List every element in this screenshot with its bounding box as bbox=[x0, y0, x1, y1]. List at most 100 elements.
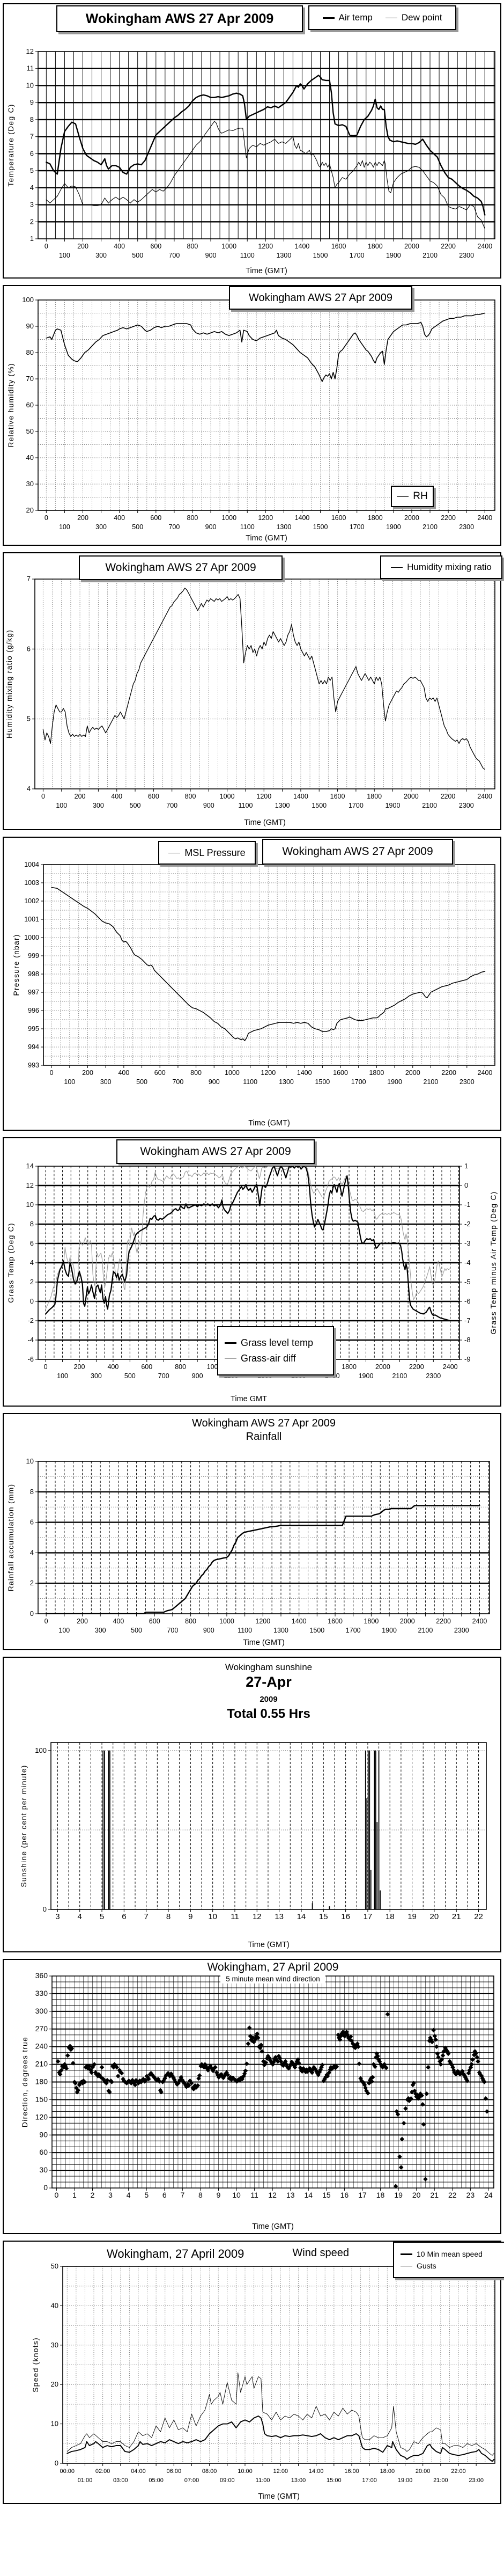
svg-text:06:00: 06:00 bbox=[167, 2468, 182, 2475]
svg-text:360: 360 bbox=[35, 1971, 48, 1980]
svg-text:0: 0 bbox=[43, 2183, 48, 2192]
svg-text:14:00: 14:00 bbox=[309, 2468, 324, 2475]
svg-text:300: 300 bbox=[95, 252, 107, 259]
svg-text:2: 2 bbox=[30, 1579, 34, 1587]
air-temp-legend: Air temp Dew point bbox=[308, 5, 456, 30]
svg-text:-4: -4 bbox=[27, 1336, 34, 1344]
svg-text:19: 19 bbox=[394, 2191, 403, 2199]
svg-text:3: 3 bbox=[108, 2191, 113, 2199]
svg-text:1800: 1800 bbox=[367, 793, 382, 800]
svg-text:40: 40 bbox=[51, 2301, 58, 2309]
svg-text:16: 16 bbox=[341, 1912, 350, 1921]
svg-text:2200: 2200 bbox=[441, 1069, 456, 1077]
wind-speed-legend: 10 Min mean speed Gusts bbox=[393, 2242, 504, 2278]
chart-title-2: Wind speed bbox=[287, 2247, 355, 2261]
svg-text:1400: 1400 bbox=[295, 243, 310, 250]
svg-text:1800: 1800 bbox=[368, 243, 383, 250]
svg-text:2400: 2400 bbox=[478, 1069, 493, 1077]
svg-text:10:00: 10:00 bbox=[238, 2468, 253, 2475]
svg-text:Humidity mixing ratio (g/kg): Humidity mixing ratio (g/kg) bbox=[5, 630, 13, 738]
svg-text:900: 900 bbox=[205, 252, 217, 259]
chart-title-box: Wokingham AWS 27 Apr 2009 bbox=[79, 555, 283, 580]
svg-text:1900: 1900 bbox=[386, 523, 401, 531]
svg-text:300: 300 bbox=[93, 802, 104, 809]
svg-text:10: 10 bbox=[26, 1201, 34, 1209]
svg-text:0: 0 bbox=[30, 1609, 34, 1618]
svg-text:2: 2 bbox=[30, 217, 34, 225]
svg-text:60: 60 bbox=[26, 401, 34, 409]
legend-item: MSL Pressure bbox=[168, 847, 246, 859]
svg-text:Time (GMT): Time (GMT) bbox=[248, 1119, 290, 1128]
svg-text:10: 10 bbox=[208, 1912, 217, 1921]
svg-text:1100: 1100 bbox=[239, 802, 253, 809]
svg-text:2200: 2200 bbox=[441, 514, 456, 522]
svg-text:2: 2 bbox=[91, 2191, 95, 2199]
svg-text:-7: -7 bbox=[464, 1316, 471, 1324]
svg-text:Temperature (Deg C): Temperature (Deg C) bbox=[6, 104, 15, 186]
svg-text:9: 9 bbox=[30, 98, 34, 106]
wind-speed-plot: 00:00 01:00 02:00 03:00 04:00 05:00 06:00 07:00… bbox=[4, 2242, 500, 2503]
svg-text:4: 4 bbox=[30, 1258, 34, 1267]
svg-text:15: 15 bbox=[322, 2191, 331, 2199]
svg-text:996: 996 bbox=[28, 1007, 39, 1014]
svg-text:18: 18 bbox=[376, 2191, 385, 2199]
svg-text:30: 30 bbox=[26, 480, 34, 488]
svg-text:Time (GMT): Time (GMT) bbox=[246, 534, 287, 543]
wind-speed-titles: Wokingham, 27 April 2009 Wind speed bbox=[63, 2247, 393, 2261]
svg-text:1400: 1400 bbox=[295, 514, 310, 522]
humidity-panel: 0 100 200 300 400 500 600 700 800 900 1000 1100 1200… bbox=[3, 285, 501, 546]
svg-text:14: 14 bbox=[305, 2191, 313, 2199]
svg-text:7: 7 bbox=[30, 133, 34, 141]
svg-text:1: 1 bbox=[30, 235, 34, 243]
chart-title: Wokingham AWS 27 Apr 2009 bbox=[249, 291, 392, 304]
svg-text:2200: 2200 bbox=[441, 793, 456, 800]
svg-text:500: 500 bbox=[130, 802, 141, 809]
svg-text:01:00: 01:00 bbox=[78, 2477, 93, 2484]
svg-text:2000: 2000 bbox=[404, 514, 419, 522]
rainfall-titles: Wokingham AWS 27 Apr 2009 Rainfall bbox=[38, 1417, 490, 1443]
svg-text:2200: 2200 bbox=[441, 243, 456, 250]
svg-text:70: 70 bbox=[26, 375, 34, 383]
svg-text:2400: 2400 bbox=[443, 1363, 458, 1371]
svg-text:17:00: 17:00 bbox=[362, 2477, 377, 2484]
svg-text:800: 800 bbox=[175, 1363, 186, 1371]
svg-text:2: 2 bbox=[30, 1278, 34, 1286]
svg-text:1500: 1500 bbox=[313, 523, 328, 531]
svg-text:03:00: 03:00 bbox=[113, 2477, 128, 2484]
svg-text:13:00: 13:00 bbox=[291, 2477, 306, 2484]
svg-text:1200: 1200 bbox=[256, 793, 271, 800]
humidity-plot: 0 100 200 300 400 500 600 700 800 900 1000 1100 1200… bbox=[4, 286, 500, 545]
svg-text:30: 30 bbox=[51, 2341, 58, 2349]
chart-title-box: Wokingham AWS 27 Apr 2009 bbox=[262, 839, 453, 865]
svg-text:Time (GMT): Time (GMT) bbox=[244, 818, 286, 827]
svg-text:12:00: 12:00 bbox=[273, 2468, 288, 2475]
svg-text:1700: 1700 bbox=[350, 252, 365, 259]
svg-text:1003: 1003 bbox=[24, 879, 39, 887]
mixing-ratio-legend: Humidity mixing ratio bbox=[380, 555, 502, 579]
svg-text:1100: 1100 bbox=[238, 1627, 252, 1634]
svg-text:100: 100 bbox=[56, 802, 67, 809]
svg-text:20: 20 bbox=[430, 1912, 439, 1921]
svg-text:07:00: 07:00 bbox=[184, 2477, 199, 2484]
svg-text:1000: 1000 bbox=[225, 1069, 240, 1077]
svg-text:11:00: 11:00 bbox=[256, 2477, 270, 2484]
svg-text:1400: 1400 bbox=[293, 793, 308, 800]
svg-text:-2: -2 bbox=[464, 1220, 471, 1228]
svg-text:1400: 1400 bbox=[297, 1069, 312, 1077]
svg-text:5: 5 bbox=[27, 715, 31, 723]
svg-text:500: 500 bbox=[132, 252, 143, 259]
sunshine-total: Total 0.55 Hrs bbox=[221, 1707, 316, 1722]
legend-item: Grass-air diff bbox=[225, 1353, 296, 1364]
svg-text:500: 500 bbox=[136, 1078, 147, 1086]
svg-text:20: 20 bbox=[51, 2380, 58, 2388]
svg-text:1700: 1700 bbox=[351, 1078, 366, 1086]
svg-text:60: 60 bbox=[39, 2148, 48, 2156]
svg-text:0: 0 bbox=[41, 793, 45, 800]
svg-text:900: 900 bbox=[203, 1627, 214, 1634]
svg-text:1700: 1700 bbox=[349, 802, 364, 809]
svg-text:270: 270 bbox=[35, 2024, 48, 2033]
svg-text:200: 200 bbox=[82, 1069, 93, 1077]
chart-title: Wokingham, 27 April 2009 bbox=[202, 1961, 344, 1974]
sunshine-date: 27-Apr bbox=[240, 1674, 297, 1691]
svg-text:700: 700 bbox=[168, 252, 180, 259]
